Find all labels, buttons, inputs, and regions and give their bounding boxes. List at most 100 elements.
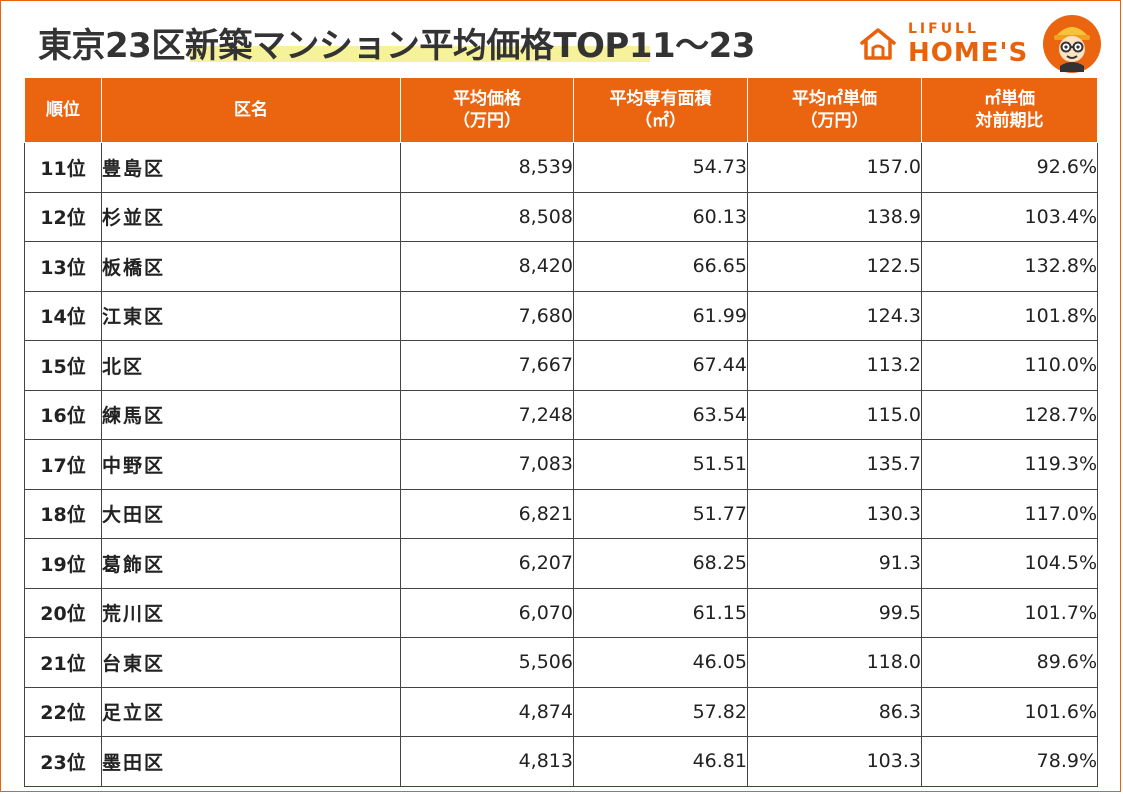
table-row: 12位 杉並区 8,508 60.13 138.9 103.4% [24,191,1098,242]
logo-top-text: LIFULL [908,21,979,37]
area-cell: 57.82 [573,686,748,737]
table-row: 22位 足立区 4,874 57.82 86.3 101.6% [24,686,1098,737]
price-cell: 7,680 [400,290,574,341]
unit-price-cell: 130.3 [747,488,922,539]
ward-name-cell: 杉並区 [101,191,401,242]
header-area: 平均専有面積 （㎡） [573,77,748,143]
ward-name-cell: 板橋区 [101,241,401,292]
yoy-cell: 117.0% [921,488,1098,539]
area-cell: 67.44 [573,340,748,391]
yoy-cell: 119.3% [921,439,1098,490]
area-cell: 51.51 [573,439,748,490]
ranking-table: 順位 区名 平均価格 （万円） 平均専有面積 （㎡） 平均㎡単価 （万円） ㎡単… [24,77,1098,787]
rank-cell: 13位 [24,241,102,292]
mascot-icon [1043,15,1101,73]
unit-price-cell: 115.0 [747,389,922,440]
area-cell: 61.15 [573,587,748,638]
unit-price-cell: 103.3 [747,736,922,787]
rank-cell: 20位 [24,587,102,638]
price-cell: 8,539 [400,142,574,193]
area-cell: 60.13 [573,191,748,242]
header-name: 区名 [101,77,401,143]
table-row: 16位 練馬区 7,248 63.54 115.0 128.7% [24,389,1098,440]
yoy-cell: 78.9% [921,736,1098,787]
price-cell: 5,506 [400,637,574,688]
yoy-cell: 101.8% [921,290,1098,341]
rank-cell: 12位 [24,191,102,242]
rank-cell: 22位 [24,686,102,737]
price-cell: 6,070 [400,587,574,638]
table-row: 17位 中野区 7,083 51.51 135.7 119.3% [24,439,1098,490]
price-cell: 8,420 [400,241,574,292]
yoy-cell: 104.5% [921,538,1098,589]
unit-price-cell: 118.0 [747,637,922,688]
area-cell: 46.81 [573,736,748,787]
price-cell: 4,874 [400,686,574,737]
title-area: 東京23区新築マンション平均価格TOP11～23 [38,18,755,67]
ward-name-cell: 北区 [101,340,401,391]
rank-cell: 11位 [24,142,102,193]
ward-name-cell: 江東区 [101,290,401,341]
ward-name-cell: 台東区 [101,637,401,688]
ward-name-cell: 墨田区 [101,736,401,787]
rank-cell: 17位 [24,439,102,490]
yoy-cell: 101.6% [921,686,1098,737]
unit-price-cell: 135.7 [747,439,922,490]
table-row: 14位 江東区 7,680 61.99 124.3 101.8% [24,290,1098,341]
ward-name-cell: 中野区 [101,439,401,490]
ward-name-cell: 練馬区 [101,389,401,440]
area-cell: 68.25 [573,538,748,589]
unit-price-cell: 157.0 [747,142,922,193]
rank-cell: 19位 [24,538,102,589]
price-cell: 7,248 [400,389,574,440]
rank-cell: 14位 [24,290,102,341]
area-cell: 51.77 [573,488,748,539]
area-cell: 63.54 [573,389,748,440]
ward-name-cell: 大田区 [101,488,401,539]
yoy-cell: 110.0% [921,340,1098,391]
unit-price-cell: 113.2 [747,340,922,391]
yoy-cell: 128.7% [921,389,1098,440]
table-row: 23位 墨田区 4,813 46.81 103.3 78.9% [24,736,1098,787]
area-cell: 61.99 [573,290,748,341]
price-cell: 8,508 [400,191,574,242]
header-unit-price: 平均㎡単価 （万円） [747,77,922,143]
rank-cell: 15位 [24,340,102,391]
rank-cell: 21位 [24,637,102,688]
table-row: 15位 北区 7,667 67.44 113.2 110.0% [24,340,1098,391]
ward-name-cell: 豊島区 [101,142,401,193]
table-row: 11位 豊島区 8,539 54.73 157.0 92.6% [24,142,1098,193]
unit-price-cell: 99.5 [747,587,922,638]
unit-price-cell: 138.9 [747,191,922,242]
ward-name-cell: 葛飾区 [101,538,401,589]
ward-name-cell: 荒川区 [101,587,401,638]
table-header-row: 順位 区名 平均価格 （万円） 平均専有面積 （㎡） 平均㎡単価 （万円） ㎡単… [24,77,1098,143]
yoy-cell: 89.6% [921,637,1098,688]
price-cell: 7,083 [400,439,574,490]
header-price: 平均価格 （万円） [400,77,574,143]
table-row: 19位 葛飾区 6,207 68.25 91.3 104.5% [24,538,1098,589]
table-row: 21位 台東区 5,506 46.05 118.0 89.6% [24,637,1098,688]
rank-cell: 23位 [24,736,102,787]
house-icon [860,28,896,60]
rank-cell: 18位 [24,488,102,539]
price-cell: 4,813 [400,736,574,787]
area-cell: 54.73 [573,142,748,193]
rank-cell: 16位 [24,389,102,440]
yoy-cell: 101.7% [921,587,1098,638]
unit-price-cell: 124.3 [747,290,922,341]
logo-main-text: HOME'S [908,38,1029,68]
price-cell: 6,207 [400,538,574,589]
ward-name-cell: 足立区 [101,686,401,737]
header-rank: 順位 [24,77,102,143]
area-cell: 66.65 [573,241,748,292]
table-row: 18位 大田区 6,821 51.77 130.3 117.0% [24,488,1098,539]
unit-price-cell: 86.3 [747,686,922,737]
area-cell: 46.05 [573,637,748,688]
price-cell: 7,667 [400,340,574,391]
price-cell: 6,821 [400,488,574,539]
table-row: 13位 板橋区 8,420 66.65 122.5 132.8% [24,241,1098,292]
unit-price-cell: 91.3 [747,538,922,589]
lifull-homes-logo: LIFULL HOME'S [858,20,1027,68]
